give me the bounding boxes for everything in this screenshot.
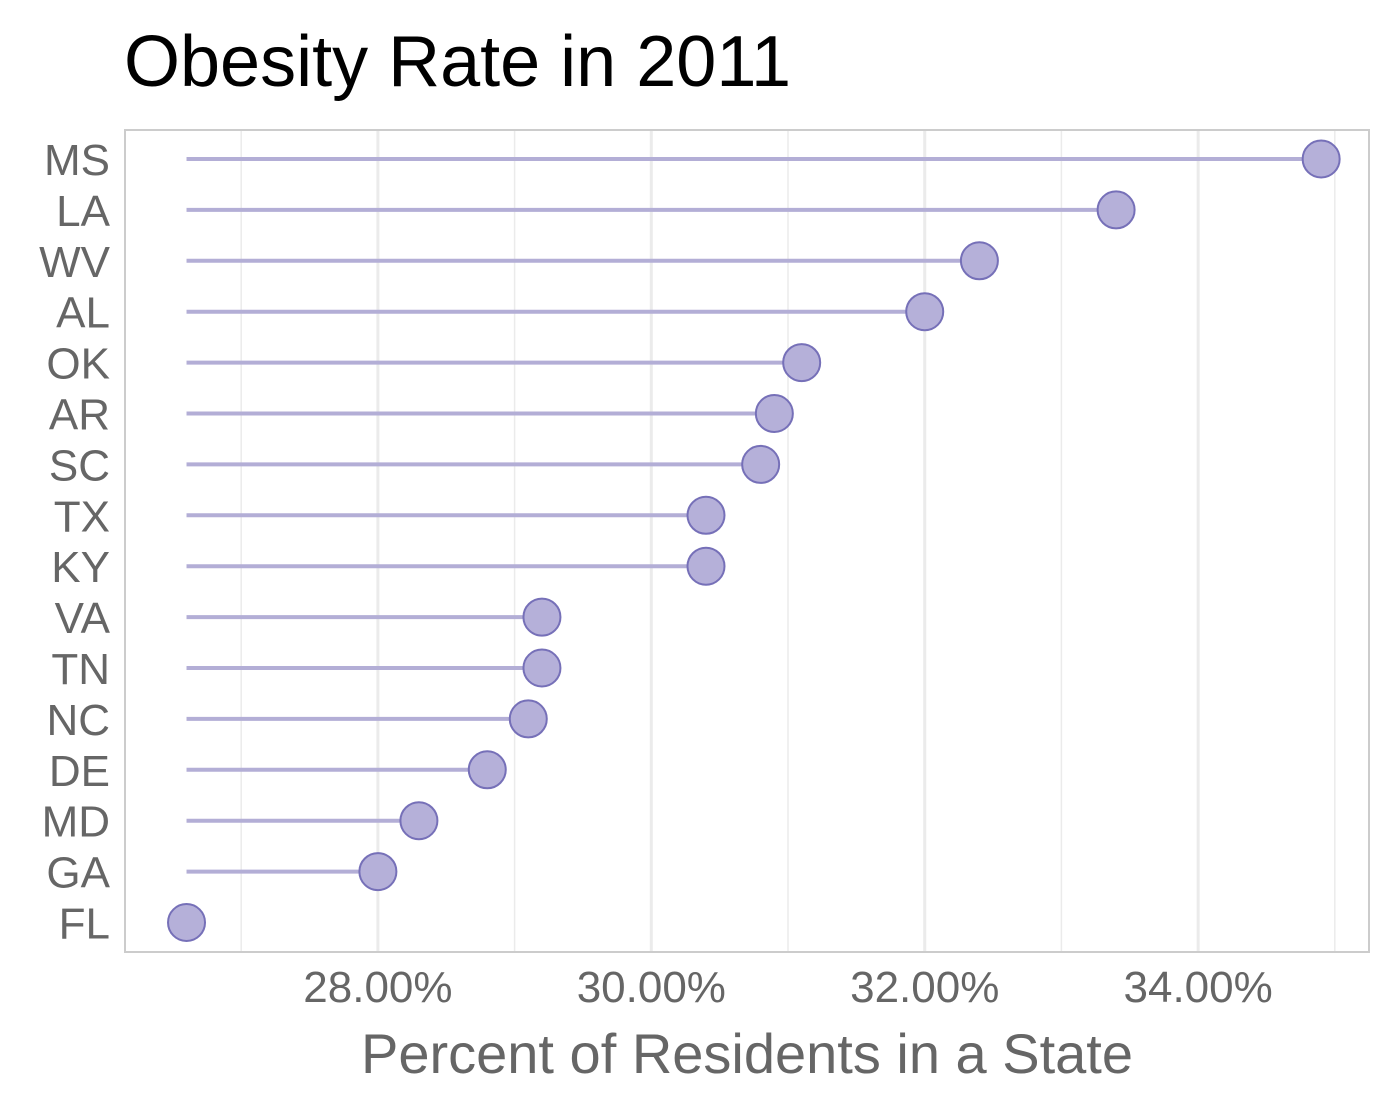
x-tick-label: 28.00% — [303, 963, 452, 1012]
y-tick-label-wv: WV — [39, 238, 111, 287]
y-tick-label-la: LA — [56, 187, 110, 236]
x-tick-label: 32.00% — [850, 963, 999, 1012]
y-tick-label-nc: NC — [46, 696, 110, 745]
lollipop-point-ky — [686, 546, 726, 586]
y-tick-label-ar: AR — [49, 391, 110, 440]
y-tick-label-sc: SC — [49, 441, 110, 490]
x-tick-label: 34.00% — [1124, 963, 1273, 1012]
panel-border — [124, 129, 1370, 953]
y-tick-label-fl: FL — [59, 900, 110, 949]
y-tick-label-al: AL — [56, 289, 110, 338]
lollipop-point-de — [467, 750, 507, 790]
grid-layer — [240, 130, 1336, 952]
lollipop-point-ok — [782, 343, 822, 383]
lollipop-point-ga — [358, 852, 398, 892]
stem-layer — [186, 157, 1322, 874]
lollipop-point-ar — [754, 394, 794, 433]
lollipop-point-md — [399, 801, 439, 841]
lollipop-point-tx — [686, 495, 726, 535]
lollipop-point-fl — [167, 903, 207, 942]
x-tick-label: 30.00% — [577, 963, 726, 1012]
x-axis-title: Percent of Residents in a State — [361, 1022, 1133, 1085]
y-tick-label-va: VA — [55, 594, 111, 643]
x-axis-tick-labels: 28.00% 30.00% 32.00% 34.00% — [303, 963, 1272, 1012]
lollipop-point-al — [905, 292, 945, 332]
lollipop-point-ms — [1301, 139, 1341, 179]
chart-title: Obesity Rate in 2011 — [124, 22, 791, 102]
y-tick-label-tn: TN — [51, 645, 110, 694]
point-layer — [167, 139, 1341, 942]
lollipop-point-sc — [741, 444, 781, 484]
y-tick-label-de: DE — [49, 747, 110, 796]
lollipop-point-tn — [522, 648, 562, 688]
lollipop-point-wv — [959, 241, 999, 281]
y-tick-label-ky: KY — [51, 543, 110, 592]
lollipop-point-va — [522, 597, 562, 637]
y-tick-label-ga: GA — [46, 849, 110, 898]
lollipop-point-nc — [508, 699, 548, 739]
lollipop-point-la — [1096, 190, 1136, 230]
y-tick-label-md: MD — [42, 798, 110, 847]
y-tick-label-ms: MS — [44, 136, 110, 185]
y-tick-label-ok: OK — [46, 340, 110, 389]
y-tick-label-tx: TX — [54, 492, 110, 541]
